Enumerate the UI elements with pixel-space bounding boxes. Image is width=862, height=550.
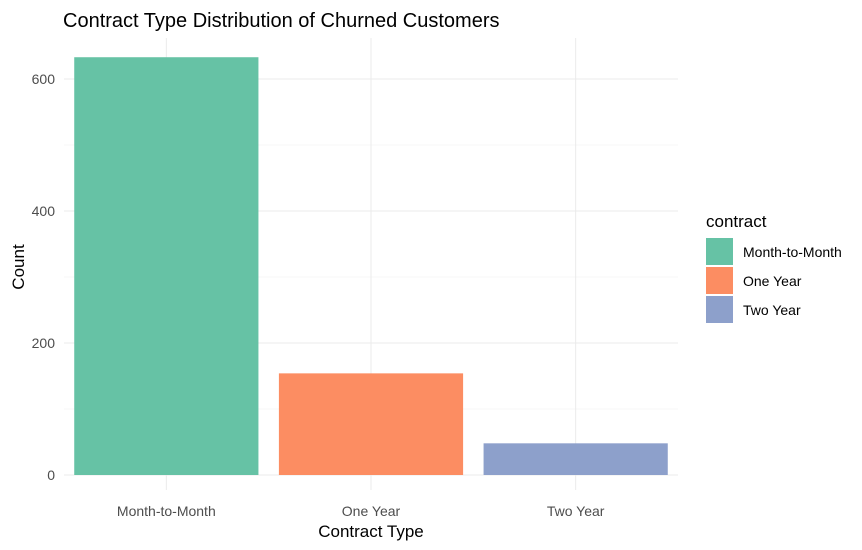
x-tick-label: Two Year	[547, 503, 605, 519]
x-tick-label: One Year	[342, 503, 401, 519]
y-tick-label: 400	[32, 203, 56, 219]
legend-items: Month-to-Month One Year Two Year	[706, 238, 842, 323]
x-axis-label: Contract Type	[318, 522, 424, 541]
y-axis-label: Count	[9, 244, 28, 290]
legend-title: contract	[706, 212, 767, 231]
y-tick-label: 0	[47, 467, 55, 483]
chart-title: Contract Type Distribution of Churned Cu…	[63, 10, 500, 32]
legend-swatch	[706, 267, 733, 294]
legend-label: Month-to-Month	[743, 244, 842, 260]
y-tick-label: 600	[32, 71, 56, 87]
x-tick-label: Month-to-Month	[117, 503, 216, 519]
bar-two-year	[483, 443, 668, 475]
bars	[74, 57, 668, 475]
legend-swatch	[706, 296, 733, 323]
legend-label: Two Year	[743, 302, 801, 318]
legend-swatch	[706, 238, 733, 265]
bar-month-to-month	[74, 57, 259, 475]
y-tick-label: 200	[32, 335, 56, 351]
legend-label: One Year	[743, 273, 802, 289]
bar-one-year	[278, 373, 464, 475]
axis-ticks: 0 200 400 600 Month-to-Month One Year Two Year	[32, 71, 605, 519]
legend: contract Month-to-Month One Year Two Year	[706, 212, 842, 323]
